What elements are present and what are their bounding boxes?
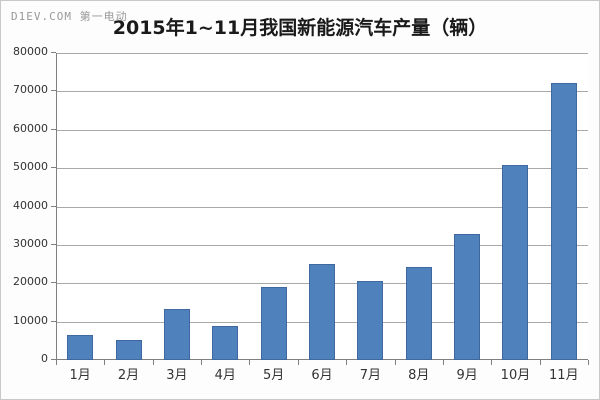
bar-month-7 bbox=[357, 281, 384, 360]
bar-month-9 bbox=[454, 234, 481, 360]
bar-month-1 bbox=[67, 335, 94, 360]
y-axis-label-30000: 30000 bbox=[13, 236, 48, 250]
y-axis-line bbox=[56, 53, 57, 360]
y-axis-tick-50000 bbox=[51, 167, 56, 169]
x-axis-label-month-7: 7月 bbox=[359, 368, 381, 383]
x-axis-label-month-5: 5月 bbox=[262, 368, 285, 383]
x-axis-label-month-3: 3月 bbox=[166, 368, 188, 383]
x-axis-tick-9 bbox=[491, 360, 492, 365]
x-axis-tick-4 bbox=[249, 360, 250, 365]
x-axis-label-month-11: 11月 bbox=[549, 368, 579, 383]
x-axis-tick-11 bbox=[588, 360, 589, 365]
x-axis-label-month-6: 6月 bbox=[311, 368, 333, 383]
x-axis-tick-7 bbox=[395, 360, 396, 365]
chart-title: 2015年1~11月我国新能源汽车产量（辆） bbox=[112, 17, 488, 39]
gridline-80000 bbox=[56, 53, 588, 54]
x-axis-tick-0 bbox=[56, 360, 57, 365]
bar-month-6 bbox=[309, 264, 335, 360]
gridline-30000 bbox=[56, 244, 588, 246]
y-axis-tick-80000 bbox=[51, 52, 56, 53]
y-axis-label-70000: 70000 bbox=[13, 83, 48, 97]
x-axis-label-month-1: 1月 bbox=[69, 368, 91, 383]
x-axis-label-month-2: 2月 bbox=[117, 368, 140, 383]
y-axis-label-20000: 20000 bbox=[13, 275, 48, 289]
plot-area bbox=[56, 53, 588, 360]
y-axis-label-80000: 80000 bbox=[13, 45, 48, 58]
x-axis-tick-2 bbox=[153, 360, 154, 365]
y-axis-label-40000: 40000 bbox=[13, 198, 48, 212]
bar-month-8 bbox=[405, 267, 432, 360]
y-axis-tick-70000 bbox=[51, 90, 56, 92]
gridline-50000 bbox=[56, 168, 588, 170]
y-axis-tick-60000 bbox=[51, 128, 56, 130]
x-axis-tick-8 bbox=[443, 360, 444, 365]
x-axis-tick-10 bbox=[540, 360, 541, 365]
bar-month-2 bbox=[115, 340, 142, 360]
bar-month-10 bbox=[502, 165, 529, 360]
y-axis-label-0: 0 bbox=[41, 352, 48, 365]
x-axis-tick-5 bbox=[298, 360, 299, 365]
bar-month-5 bbox=[260, 287, 287, 360]
bar-month-11 bbox=[550, 83, 577, 360]
x-axis-label-month-9: 9月 bbox=[456, 368, 478, 383]
y-axis-tick-30000 bbox=[51, 243, 56, 245]
x-axis-tick-6 bbox=[346, 360, 347, 365]
x-axis-label-month-4: 4月 bbox=[214, 368, 236, 383]
gridline-70000 bbox=[56, 91, 588, 93]
x-axis-label-month-8: 8月 bbox=[408, 368, 430, 383]
y-axis-label-10000: 10000 bbox=[13, 313, 48, 327]
gridline-40000 bbox=[56, 206, 588, 208]
bar-month-4 bbox=[212, 326, 239, 360]
gridline-60000 bbox=[56, 129, 588, 131]
bar-month-3 bbox=[163, 309, 190, 360]
y-axis-label-60000: 60000 bbox=[13, 121, 48, 135]
watermark: D1EV.COM 第一电动 bbox=[11, 10, 128, 23]
x-axis-label-month-10: 10月 bbox=[500, 368, 531, 383]
y-axis-tick-0 bbox=[51, 359, 56, 360]
y-axis-tick-20000 bbox=[51, 282, 56, 284]
y-axis-tick-10000 bbox=[51, 320, 56, 322]
x-axis-tick-3 bbox=[201, 360, 202, 365]
y-axis-tick-40000 bbox=[51, 205, 56, 207]
x-axis-tick-1 bbox=[104, 360, 105, 365]
y-axis-label-50000: 50000 bbox=[13, 160, 48, 174]
